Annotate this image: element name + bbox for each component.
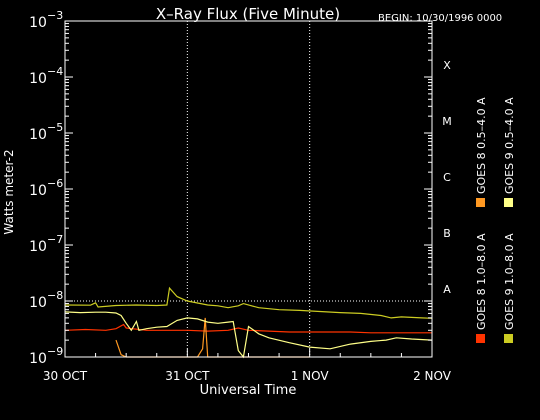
legend-swatch <box>504 198 513 207</box>
flare-class-label: B <box>443 227 451 240</box>
y-tick-label: 10 <box>29 15 47 31</box>
y-tick-exponent: −4 <box>47 65 63 78</box>
legend-label: GOES 8 1.0–8.0 A <box>475 233 488 330</box>
x-tick-label: 31 OCT <box>165 369 210 383</box>
y-tick-label: 10 <box>29 351 47 367</box>
flare-class-label: X <box>443 59 451 72</box>
plot-frame <box>64 20 433 358</box>
y-tick-label: 10 <box>29 295 47 311</box>
chart-title: X–Ray Flux (Five Minute) <box>156 5 340 23</box>
series-line-3 <box>64 286 433 319</box>
legend-swatch <box>476 198 485 207</box>
legend-swatch <box>476 334 485 343</box>
y-tick-label: 10 <box>29 239 47 255</box>
series-line-2 <box>115 317 310 358</box>
x-tick-label: 30 OCT <box>43 369 88 383</box>
x-tick-label: 2 NOV <box>413 369 452 383</box>
series-line-4 <box>64 311 433 359</box>
legend: GOES 8 1.0–8.0 A GOES 8 0.5–4.0 A GOES 9 1… <box>475 97 516 343</box>
y-tick-exponent: −9 <box>47 345 63 358</box>
legend-label: GOES 8 0.5–4.0 A <box>475 97 488 194</box>
flare-class-label: C <box>443 171 451 184</box>
x-tick-label: 1 NOV <box>291 369 330 383</box>
y-tick-label: 10 <box>29 71 47 87</box>
x-axis-label: Universal Time <box>200 383 297 398</box>
flare-class-label: A <box>443 283 451 296</box>
y-tick-label: 10 <box>29 127 47 143</box>
series-line-1 <box>64 323 432 334</box>
y-tick-exponent: −8 <box>47 289 63 302</box>
series-layer <box>64 286 433 359</box>
legend-swatch <box>504 334 513 343</box>
y-tick-exponent: −5 <box>47 121 63 134</box>
y-tick-exponent: −7 <box>47 233 63 246</box>
y-tick-exponent: −6 <box>47 177 63 190</box>
begin-label: BEGIN: 10/30/1996 0000 <box>378 13 502 24</box>
y-tick-exponent: −3 <box>47 9 63 22</box>
legend-label: GOES 9 1.0–8.0 A <box>503 233 516 330</box>
y-axis-label: Watts meter-2 <box>2 149 16 234</box>
grid-layer <box>65 21 432 357</box>
flare-class-label: M <box>442 115 452 128</box>
legend-label: GOES 9 0.5–4.0 A <box>503 97 516 194</box>
ticks-layer: 10−910−810−710−610−510−410 −330 OCT 31 OCT… <box>29 9 452 383</box>
y-tick-label: 10 <box>29 183 47 199</box>
